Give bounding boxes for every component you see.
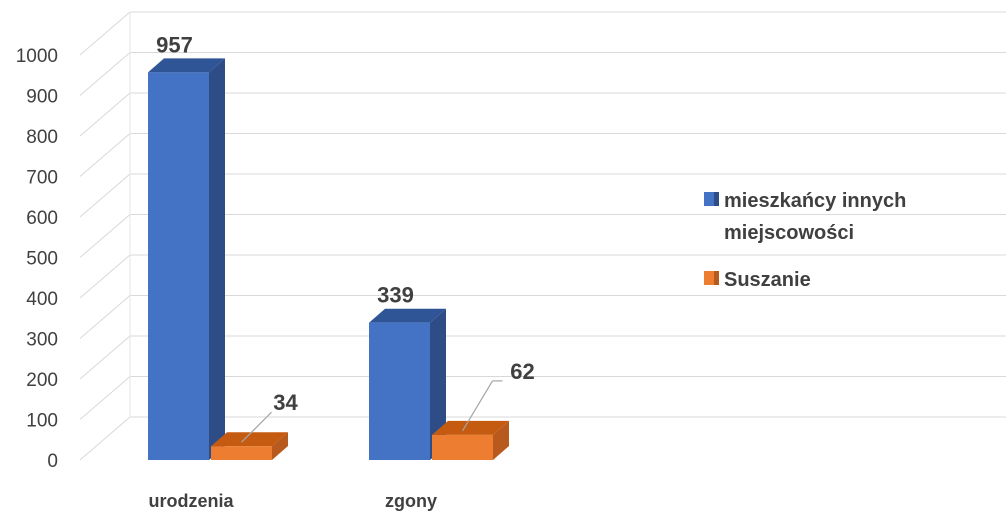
data-label: 62 [510,359,534,384]
legend: mieszkańcy innych miejscowości Suszanie [704,190,906,291]
y-tick-label: 600 [26,208,58,229]
gridline-diag [79,11,131,56]
bar [148,58,225,460]
data-label: 957 [156,32,193,57]
bar-front [148,72,209,460]
legend-label: mieszkańcy innych [724,190,906,212]
bar-side [272,432,288,460]
bar-side [430,308,446,460]
legend-swatch [704,192,714,206]
y-tick-label: 300 [26,330,58,351]
data-label: 339 [377,283,414,308]
y-tick-label: 200 [26,370,58,391]
data-labels: 957 34 339 62 [156,32,535,443]
bar-top [432,420,509,435]
y-tick-label: 0 [47,451,58,472]
y-tick-label: 800 [26,127,58,148]
legend-item: mieszkańcy innych miejscowości [704,190,906,244]
bar-side [493,420,509,460]
legend-label: miejscowości [724,222,854,244]
gridline-diag [79,254,131,299]
bar-front [432,434,493,460]
category-label: zgony [385,491,437,511]
data-label: 34 [273,390,298,415]
leader-line [461,380,494,432]
grid-layer [79,11,1006,461]
gridline-diag [79,376,131,420]
y-tick-label: 900 [26,87,58,108]
y-tick-label: 400 [26,289,58,310]
x-axis-categories: urodzenia zgony [148,491,437,511]
gridline-diag [79,92,131,137]
gridline-diag [79,335,131,380]
gridline-diag [79,173,131,218]
bars-layer [148,58,509,460]
bar-front [211,446,272,460]
y-tick-label: 1000 [16,46,58,67]
bar [432,420,509,460]
legend-swatch-side [714,192,719,206]
legend-item: Suszanie [704,269,811,291]
gridline-diag [79,416,131,461]
gridline-diag [79,133,131,177]
bar-top [369,308,446,323]
category-label: urodzenia [148,491,234,511]
gridline-diag [79,214,131,258]
gridline-diag [79,52,131,96]
bar [369,308,446,460]
legend-label: Suszanie [724,269,811,291]
bar-side [209,58,225,460]
bar-top [148,58,225,73]
legend-swatch-side [714,271,719,285]
y-tick-label: 500 [26,249,58,270]
bar [211,432,288,460]
y-tick-label: 700 [26,168,58,189]
gridline-diag [79,295,131,339]
bar-top [211,432,288,447]
y-axis-ticks: 0 100 200 300 400 500 600 700 800 900 1000 [16,46,58,472]
leader-line [241,411,272,443]
y-tick-label: 100 [26,411,58,432]
bar-front [369,322,430,460]
legend-swatch [704,271,714,285]
